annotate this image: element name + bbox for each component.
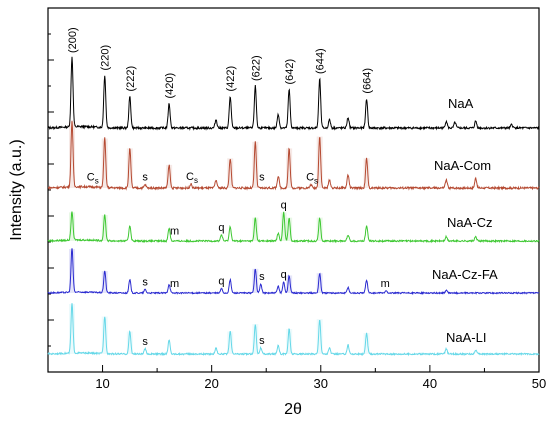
phase-label-subscript: s xyxy=(95,177,99,186)
peak-halo xyxy=(101,271,108,293)
series-label: NaA-Cz-FA xyxy=(432,267,498,282)
peak-halo xyxy=(126,331,133,354)
hkl-label: (220) xyxy=(100,45,112,71)
hkl-label: (200) xyxy=(67,27,79,53)
peak-halo xyxy=(286,148,293,188)
y-axis-ticks xyxy=(48,7,54,373)
annotation-group: (200) (220) (222) (420) (422) (622) (642) (644)… xyxy=(67,27,390,348)
phase-label: s xyxy=(142,276,148,288)
peak-halo xyxy=(280,212,287,241)
hkl-label: (642) xyxy=(284,59,296,85)
phase-label: m xyxy=(170,225,179,237)
peak-halo xyxy=(227,331,234,354)
peak-halo xyxy=(252,268,259,293)
phase-label: s xyxy=(259,271,265,283)
phase-label: q xyxy=(281,269,287,281)
hkl-label: (644) xyxy=(315,48,327,74)
phase-label: s xyxy=(142,172,148,184)
peak-halo xyxy=(316,136,323,188)
peak-halo xyxy=(101,215,108,241)
phase-label-subscript: s xyxy=(194,176,198,185)
phase-label: q xyxy=(281,199,287,211)
peak-halo xyxy=(69,122,76,188)
hkl-label: (222) xyxy=(125,66,137,92)
x-tick-label: 30 xyxy=(314,376,328,391)
peak-halo xyxy=(69,304,76,354)
phase-label: Cs xyxy=(306,172,318,186)
peak-halo xyxy=(363,333,370,354)
x-tick-label: 20 xyxy=(204,376,218,391)
series-line-naa-li xyxy=(47,303,540,357)
phase-label-subscript: s xyxy=(314,177,318,186)
x-tick-label: 40 xyxy=(423,376,437,391)
peak-halo xyxy=(252,217,259,241)
peak-halo xyxy=(69,212,76,241)
series-label: NaA xyxy=(448,96,474,111)
phase-label: m xyxy=(170,278,179,290)
phase-label: s xyxy=(259,172,265,184)
hkl-label: (622) xyxy=(250,55,262,81)
hkl-label: (420) xyxy=(164,73,176,99)
x-axis-ticks: 10 20 30 40 50 xyxy=(95,365,546,391)
peak-halo xyxy=(316,319,323,354)
series-label: NaA-Cz xyxy=(447,215,493,230)
phase-label: s xyxy=(259,335,265,347)
x-tick-label: 50 xyxy=(532,376,546,391)
series-line-naa-cz xyxy=(47,211,540,244)
phase-label: q xyxy=(218,276,224,288)
peak-halo xyxy=(363,158,370,188)
series-label: NaA-LI xyxy=(446,330,486,345)
peak-halo xyxy=(252,141,259,188)
series-line-naa xyxy=(47,56,540,131)
peak-halo xyxy=(166,164,173,188)
peak-halo xyxy=(126,148,133,188)
peak-halo xyxy=(286,275,293,293)
phase-label: Cs xyxy=(186,171,198,185)
series-line-naa-com xyxy=(47,120,540,191)
y-axis-label: Intensity (a.u.) xyxy=(8,139,25,240)
phase-label: Cs xyxy=(87,172,99,186)
peak-halo xyxy=(316,217,323,241)
peak-halo xyxy=(69,249,76,293)
series-label: NaA-Com xyxy=(434,158,491,173)
peak-halo xyxy=(101,316,108,354)
phase-label: s xyxy=(142,336,148,348)
peak-halo xyxy=(227,158,234,188)
phase-label: m xyxy=(381,278,390,290)
peak-halo xyxy=(101,138,108,188)
hkl-label: (422) xyxy=(225,66,237,92)
peak-halo xyxy=(252,324,259,354)
peak-halo xyxy=(286,217,293,241)
peak-halo xyxy=(286,329,293,354)
phase-label: q xyxy=(218,222,224,234)
series-line-naa-cz-fa xyxy=(47,248,540,296)
series-group: NaA NaA-Com NaA-Cz NaA-Cz-FA NaA-LI xyxy=(47,56,540,357)
x-tick-label: 10 xyxy=(95,376,109,391)
x-axis-label: 2θ xyxy=(284,401,302,418)
peak-halo xyxy=(316,273,323,293)
hkl-label: (664) xyxy=(362,68,374,94)
